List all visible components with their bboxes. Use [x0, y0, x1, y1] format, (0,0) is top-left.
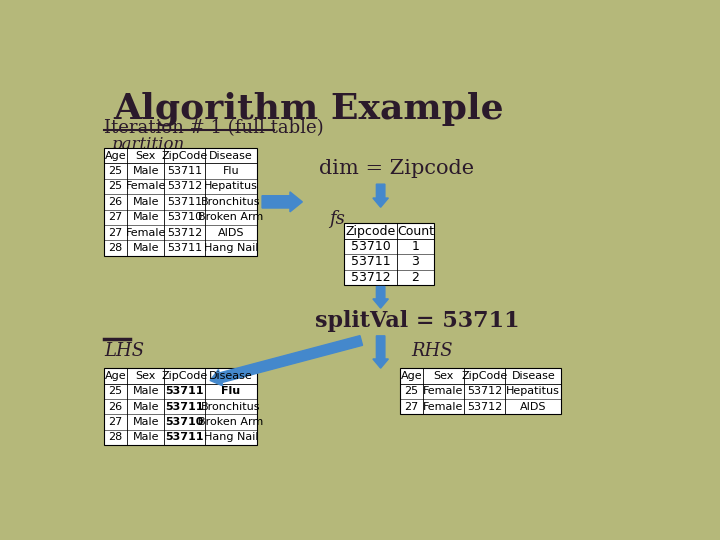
- Text: 27: 27: [109, 228, 122, 238]
- Text: 53710: 53710: [166, 417, 204, 427]
- Text: ZipCode: ZipCode: [462, 371, 508, 381]
- Text: Male: Male: [132, 402, 159, 411]
- Text: Disease: Disease: [210, 151, 253, 161]
- Text: ZipCode: ZipCode: [161, 371, 207, 381]
- Text: Hang Nail: Hang Nail: [204, 243, 258, 253]
- Text: 28: 28: [109, 243, 122, 253]
- FancyArrow shape: [373, 184, 388, 207]
- Text: RHS: RHS: [412, 342, 454, 360]
- Text: 53712: 53712: [467, 386, 502, 396]
- Text: Count: Count: [397, 225, 434, 238]
- Text: 53711: 53711: [167, 243, 202, 253]
- Text: Hepatitus: Hepatitus: [204, 181, 258, 192]
- Text: Male: Male: [132, 386, 159, 396]
- Text: 26: 26: [109, 402, 122, 411]
- Bar: [104, 368, 258, 445]
- Text: dim = Zipcode: dim = Zipcode: [320, 159, 474, 178]
- Text: 27: 27: [109, 212, 122, 222]
- Text: Age: Age: [105, 371, 127, 381]
- Text: Age: Age: [105, 151, 127, 161]
- Text: Zipcode: Zipcode: [346, 225, 396, 238]
- Text: 53712: 53712: [167, 181, 202, 192]
- Text: Male: Male: [132, 212, 159, 222]
- Text: 25: 25: [405, 386, 419, 396]
- Text: Male: Male: [132, 243, 159, 253]
- Text: 53711: 53711: [166, 433, 204, 442]
- Text: Female: Female: [125, 181, 166, 192]
- Text: Iteration # 1 (full table): Iteration # 1 (full table): [104, 119, 323, 137]
- Text: Algorithm Example: Algorithm Example: [113, 92, 504, 126]
- Text: Broken Arm: Broken Arm: [199, 212, 264, 222]
- Text: Hepatitus: Hepatitus: [506, 386, 560, 396]
- Text: 53712: 53712: [467, 402, 502, 411]
- Text: 53711: 53711: [351, 255, 390, 268]
- Text: Hang Nail: Hang Nail: [204, 433, 258, 442]
- Text: 2: 2: [412, 271, 420, 284]
- Text: Female: Female: [423, 402, 464, 411]
- Text: 27: 27: [109, 417, 122, 427]
- Text: Bronchitus: Bronchitus: [202, 197, 261, 207]
- Text: Male: Male: [132, 433, 159, 442]
- Text: Sex: Sex: [433, 371, 454, 381]
- Text: 53710: 53710: [167, 212, 202, 222]
- Text: Age: Age: [401, 371, 423, 381]
- Text: Disease: Disease: [210, 371, 253, 381]
- Text: partition: partition: [112, 136, 185, 153]
- Text: 26: 26: [109, 197, 122, 207]
- Text: 3: 3: [412, 255, 420, 268]
- Text: 53712: 53712: [351, 271, 390, 284]
- Text: 25: 25: [109, 181, 122, 192]
- Text: Flu: Flu: [222, 386, 240, 396]
- Text: 53711: 53711: [167, 197, 202, 207]
- Text: fs: fs: [329, 210, 345, 227]
- FancyArrow shape: [373, 287, 388, 308]
- Text: splitVal = 53711: splitVal = 53711: [315, 309, 519, 332]
- Text: 1: 1: [412, 240, 420, 253]
- Text: AIDS: AIDS: [218, 228, 244, 238]
- Text: Female: Female: [125, 228, 166, 238]
- Text: LHS: LHS: [104, 342, 144, 360]
- FancyArrow shape: [210, 336, 363, 386]
- Text: 53711: 53711: [166, 402, 204, 411]
- Bar: [104, 148, 258, 256]
- Text: 53711: 53711: [167, 166, 202, 176]
- Text: Bronchitus: Bronchitus: [202, 402, 261, 411]
- Text: 27: 27: [405, 402, 419, 411]
- Text: Female: Female: [423, 386, 464, 396]
- Text: Male: Male: [132, 197, 159, 207]
- Text: Male: Male: [132, 417, 159, 427]
- Text: Flu: Flu: [222, 166, 239, 176]
- Text: ZipCode: ZipCode: [161, 151, 207, 161]
- Text: Disease: Disease: [511, 371, 555, 381]
- Bar: [344, 224, 434, 285]
- Bar: [400, 368, 561, 414]
- Text: Broken Arm: Broken Arm: [199, 417, 264, 427]
- Text: 28: 28: [109, 433, 122, 442]
- Text: 53710: 53710: [351, 240, 390, 253]
- Text: 25: 25: [109, 386, 122, 396]
- FancyArrow shape: [373, 336, 388, 368]
- Text: Sex: Sex: [135, 371, 156, 381]
- Text: Male: Male: [132, 166, 159, 176]
- Text: AIDS: AIDS: [520, 402, 546, 411]
- Text: Sex: Sex: [135, 151, 156, 161]
- Text: 53711: 53711: [166, 386, 204, 396]
- FancyArrow shape: [262, 192, 302, 212]
- Text: 53712: 53712: [167, 228, 202, 238]
- Text: 25: 25: [109, 166, 122, 176]
